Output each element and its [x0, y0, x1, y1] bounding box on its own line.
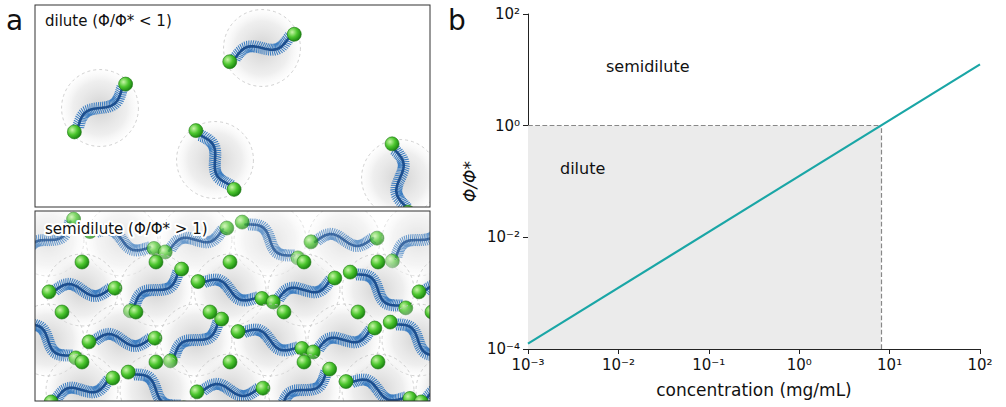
svg-text:Φ/Φ*: Φ/Φ*	[460, 161, 480, 202]
svg-text:semidilute (Φ/Φ* > 1): semidilute (Φ/Φ* > 1)	[45, 220, 208, 238]
svg-text:10⁻²: 10⁻²	[602, 356, 635, 374]
svg-text:10²: 10²	[495, 5, 520, 23]
svg-text:a: a	[6, 4, 23, 37]
svg-text:10¹: 10¹	[877, 356, 902, 374]
svg-text:10⁻³: 10⁻³	[511, 356, 544, 374]
svg-text:10⁻²: 10⁻²	[487, 228, 520, 246]
svg-text:10⁻⁴: 10⁻⁴	[487, 340, 520, 358]
svg-text:10⁻¹: 10⁻¹	[692, 356, 725, 374]
svg-text:concentration (mg/mL): concentration (mg/mL)	[656, 380, 852, 400]
svg-text:10⁰: 10⁰	[495, 117, 520, 135]
svg-text:10²: 10²	[967, 356, 992, 374]
svg-text:dilute (Φ/Φ* < 1): dilute (Φ/Φ* < 1)	[45, 12, 172, 30]
svg-text:dilute: dilute	[560, 159, 605, 178]
svg-text:semidilute: semidilute	[606, 57, 690, 76]
svg-text:b: b	[448, 4, 466, 37]
svg-text:10⁰: 10⁰	[787, 356, 812, 374]
